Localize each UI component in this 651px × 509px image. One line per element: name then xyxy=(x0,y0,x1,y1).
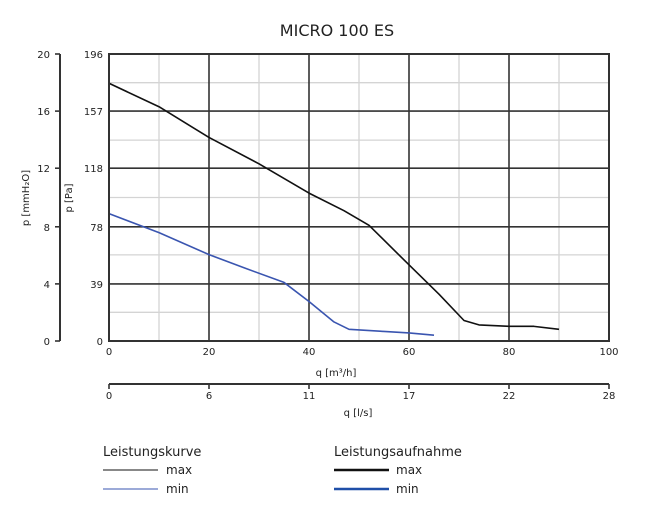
x2-tick-label: 11 xyxy=(303,391,316,402)
y2-tick-label: 20 xyxy=(37,50,50,61)
x-tick-label: 40 xyxy=(303,347,316,358)
legend-label: min xyxy=(396,482,419,496)
x-tick-label: 20 xyxy=(203,347,216,358)
x-tick-label: 60 xyxy=(403,347,416,358)
legend-label: min xyxy=(166,482,189,496)
x2-tick-label: 17 xyxy=(403,391,416,402)
y-tick-label: 118 xyxy=(84,164,103,175)
x-tick-label: 0 xyxy=(106,347,112,358)
legend-label: max xyxy=(166,463,192,477)
series-line-min xyxy=(108,212,435,336)
x2-tick-label: 0 xyxy=(106,391,112,402)
x2-tick-label: 22 xyxy=(503,391,516,402)
y-tick-label: 157 xyxy=(84,107,103,118)
series-line-max xyxy=(108,82,560,331)
y-axis-label: p [Pa] xyxy=(64,183,75,212)
legend: Leistungskurve max min Leistungsaufnahme… xyxy=(103,445,462,496)
x2-axis-label: q [l/s] xyxy=(344,408,373,419)
y2-tick-label: 8 xyxy=(44,223,50,234)
x-tick-label: 100 xyxy=(599,347,618,358)
x-tick-label: 80 xyxy=(503,347,516,358)
y-tick-label: 0 xyxy=(97,337,103,348)
chart-title: MICRO 100 ES xyxy=(280,21,394,40)
y2-axis-label: p [mmH₂O] xyxy=(21,170,32,226)
x2-tick-label: 6 xyxy=(206,391,212,402)
plot-frame xyxy=(108,53,610,342)
legend-label: max xyxy=(396,463,422,477)
legend-group2-title: Leistungsaufnahme xyxy=(334,445,462,460)
y-tick-label: 196 xyxy=(84,50,103,61)
legend-group1-title: Leistungskurve xyxy=(103,445,201,460)
y-tick-label: 39 xyxy=(90,280,103,291)
y-tick-label: 78 xyxy=(90,223,103,234)
x2-tick-label: 28 xyxy=(603,391,616,402)
y2-tick-label: 16 xyxy=(37,107,50,118)
y2-tick-label: 12 xyxy=(37,164,50,175)
y2-tick-label: 0 xyxy=(44,337,50,348)
x-axis-label: q [m³/h] xyxy=(316,368,357,379)
y2-tick-label: 4 xyxy=(44,280,50,291)
